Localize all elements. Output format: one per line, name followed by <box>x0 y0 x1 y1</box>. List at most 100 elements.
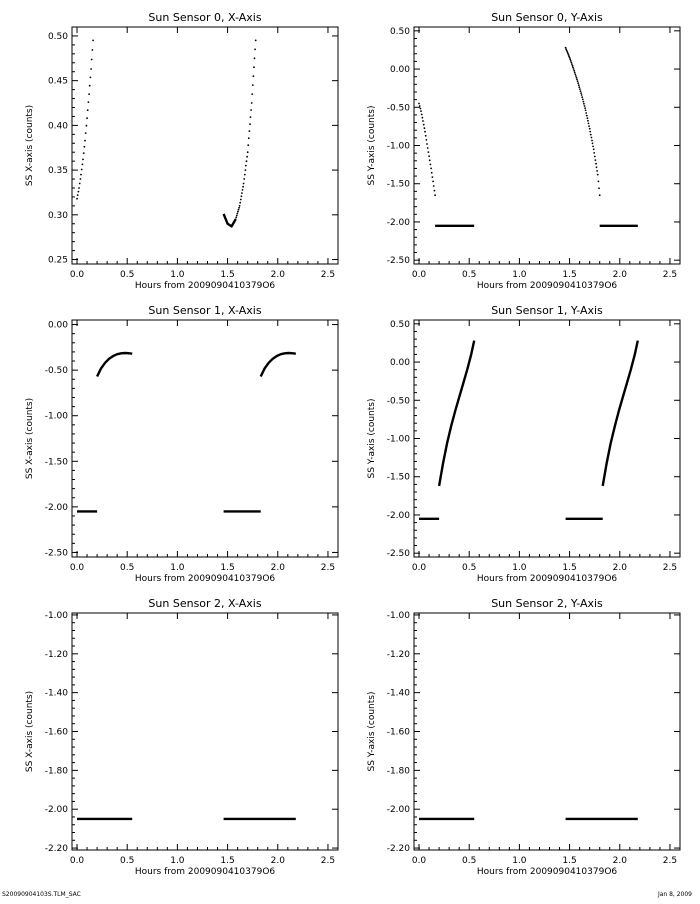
chart-2-plot-frame <box>71 319 339 558</box>
chart-1-series-2-point-29 <box>581 96 584 99</box>
chart-0-series-2-point-3 <box>236 212 239 215</box>
chart-3-y-tick-label-4: -0.50 <box>387 396 411 406</box>
chart-0-series-2-point-32 <box>253 66 255 69</box>
chart-0-series-0-point-1 <box>76 194 79 197</box>
chart-5-y-tick-label-2: -1.80 <box>387 766 411 776</box>
chart-1-series-0-point-1 <box>418 105 421 107</box>
chart-4-x-tick-label-0: 0.0 <box>70 856 85 866</box>
chart-3-x-tick-label-1: 0.5 <box>462 563 476 573</box>
chart-1-series-2-point-43 <box>589 130 592 133</box>
chart-1-series-2-point-52 <box>594 159 597 162</box>
chart-0-series-2-point-11 <box>241 192 243 195</box>
chart-0-x-axis-label: Hours from 2009090410379O6 <box>135 281 276 291</box>
chart-0-series-0-point-13 <box>84 132 87 135</box>
chart-3-x-axis-label: Hours from 2009090410379O6 <box>477 574 618 584</box>
chart-1-y-tick-label-3: -1.00 <box>387 142 411 152</box>
chart-0-series-2-point-27 <box>250 109 253 111</box>
chart-1-series-2-point-33 <box>583 105 586 107</box>
chart-0-series-0-point-23 <box>91 49 94 51</box>
chart-2-y-axis-label: SS X-axis (counts) <box>25 398 35 479</box>
chart-0-series-1-line <box>222 213 237 228</box>
chart-0-y-tick-label-4: 0.45 <box>48 77 68 87</box>
chart-0-series-2-point-22 <box>247 144 250 147</box>
chart-4-x-tick-label-2: 1.0 <box>170 856 185 866</box>
chart-1-series-2-point-58 <box>598 187 600 190</box>
chart-0-series-2-point-15 <box>243 178 246 180</box>
chart-0-x-tick-label-0: 0.0 <box>70 270 85 280</box>
chart-1-series-2-point-24 <box>578 86 581 89</box>
chart-1-series-2-point-1 <box>565 48 567 50</box>
chart-1-series-2-point-53 <box>595 162 597 165</box>
chart-1-series-0-point-9 <box>424 130 426 133</box>
chart-1-series-0-point-6 <box>422 120 424 122</box>
chart-1-series-2-point-26 <box>579 90 582 92</box>
chart-1-x-axis-label: Hours from 2009090410379O6 <box>477 281 618 291</box>
chart-1-series-2-point-2 <box>565 49 568 52</box>
chart-4-title: Sun Sensor 2, X-Axis <box>148 597 261 610</box>
chart-0-series-0-point-12 <box>84 139 86 142</box>
chart-3-y-tick-label-0: -2.50 <box>387 549 411 559</box>
chart-3-y-tick-label-3: -1.00 <box>387 435 411 445</box>
chart-5-title: Sun Sensor 2, Y-Axis <box>491 597 603 610</box>
chart-1-series-0-point-22 <box>432 185 435 187</box>
chart-1-series-0-point-7 <box>422 123 425 126</box>
chart-1-series-2-point-59 <box>598 194 601 197</box>
chart-panel-2: 0.0 0.5 1.0 1.5 2.0 2.5 -2.50 -2.00 -1.50 -1.00 -0… <box>25 304 339 584</box>
chart-1-x-tick-label-2: 1.0 <box>512 270 527 280</box>
chart-1-series-2-point-0 <box>564 46 567 49</box>
chart-5-y-tick-label-0: -2.20 <box>387 844 411 854</box>
chart-0-series-2-point-24 <box>248 130 251 133</box>
chart-5-plot-frame <box>413 612 681 851</box>
chart-0-series-2-point-0 <box>234 218 237 221</box>
chart-3-y-tick-label-2: -1.50 <box>387 473 411 483</box>
chart-2-y-tick-label-2: -1.50 <box>45 457 69 467</box>
chart-panel-5: 0.0 0.5 1.0 1.5 2.0 2.5 -2.20 -2.00 -1.80 -1.60 -1… <box>367 597 681 877</box>
chart-2-x-tick-label-0: 0.0 <box>70 563 85 573</box>
chart-panel-4: 0.0 0.5 1.0 1.5 2.0 2.5 -2.20 -2.00 -1.80 -1.60 -1… <box>25 597 339 877</box>
chart-1-series-0-point-13 <box>426 147 429 149</box>
chart-0-series-0-point-9 <box>82 158 84 161</box>
chart-1-series-2-point-57 <box>597 180 600 183</box>
chart-5-y-axis-label: SS Y-axis (counts) <box>367 692 377 772</box>
chart-1-series-2-point-51 <box>593 155 596 158</box>
chart-1-series-2-point-31 <box>582 100 585 103</box>
chart-5-x-tick-label-3: 1.5 <box>562 856 576 866</box>
chart-0-y-tick-label-2: 0.35 <box>48 166 68 176</box>
chart-0-series-2-point-5 <box>237 208 240 211</box>
chart-1-series-2-point-15 <box>573 69 576 72</box>
chart-1-series-2-point-21 <box>576 80 579 83</box>
chart-0-series-2-point-2 <box>235 214 238 217</box>
chart-0-title: Sun Sensor 0, X-Axis <box>148 11 261 24</box>
chart-5-y-tick-label-6: -1.00 <box>387 611 411 621</box>
chart-1-series-2-point-39 <box>587 119 589 122</box>
chart-1-series-2-point-50 <box>593 152 596 154</box>
chart-2-series-1-line <box>96 351 133 378</box>
chart-1-series-2-point-3 <box>566 51 569 53</box>
chart-0-y-tick-label-1: 0.30 <box>48 211 68 221</box>
chart-1-series-0-point-17 <box>429 163 432 166</box>
chart-0-x-tick-label-5: 2.5 <box>321 270 335 280</box>
chart-3-series-1-line <box>437 340 476 487</box>
chart-4-y-tick-label-4: -1.40 <box>45 689 69 699</box>
chart-1-series-2-point-19 <box>575 76 578 79</box>
chart-0-series-0-point-7 <box>80 168 83 171</box>
chart-4-y-tick-label-0: -2.20 <box>45 844 69 854</box>
chart-0-x-tick-label-2: 1.0 <box>170 270 185 280</box>
chart-1-series-2-point-8 <box>569 58 572 61</box>
chart-1-series-2-point-54 <box>595 166 598 169</box>
chart-2-y-tick-label-4: -0.50 <box>45 366 69 376</box>
chart-1-series-2-point-34 <box>584 107 586 109</box>
chart-1-series-2-point-41 <box>588 125 590 127</box>
chart-0-series-0-point-2 <box>77 190 80 193</box>
chart-3-title: Sun Sensor 1, Y-Axis <box>491 304 603 317</box>
chart-0-series-2-point-31 <box>252 75 255 78</box>
chart-2-x-tick-label-5: 2.5 <box>321 563 335 573</box>
chart-0-series-2-point-23 <box>247 137 250 140</box>
chart-5-x-axis-label: Hours from 2009090410379O6 <box>477 867 618 877</box>
chart-4-y-tick-label-5: -1.20 <box>45 650 69 660</box>
chart-1-series-2-point-47 <box>591 142 594 145</box>
chart-3-x-tick-label-5: 2.5 <box>663 563 677 573</box>
chart-0-x-tick-label-3: 1.5 <box>220 270 234 280</box>
chart-3-y-tick-label-6: 0.50 <box>390 320 410 330</box>
chart-1-series-0-point-11 <box>425 139 428 141</box>
